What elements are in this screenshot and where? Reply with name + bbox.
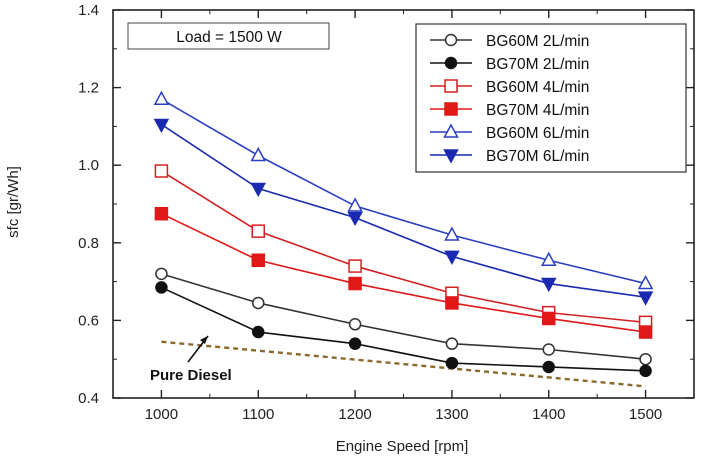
data-point bbox=[252, 325, 265, 339]
y-tick-label: 1.4 bbox=[78, 2, 99, 19]
y-tick-label: 0.8 bbox=[78, 235, 99, 252]
series-line bbox=[161, 273, 646, 360]
series-group bbox=[153, 90, 654, 378]
data-point bbox=[542, 360, 555, 374]
legend-item: BG70M 4L/min bbox=[430, 102, 589, 119]
legend-label: BG60M 4L/min bbox=[486, 79, 589, 96]
data-point bbox=[155, 267, 168, 281]
series-5 bbox=[153, 90, 654, 290]
data-point bbox=[637, 291, 654, 306]
data-point bbox=[154, 206, 169, 221]
x-axis-title: Engine Speed [rpm] bbox=[336, 438, 469, 455]
x-tick-label: 1300 bbox=[435, 406, 468, 423]
data-point bbox=[251, 224, 265, 238]
legend-label: BG70M 2L/min bbox=[486, 56, 589, 73]
data-point bbox=[444, 250, 460, 265]
legend-item: BG60M 4L/min bbox=[430, 79, 589, 96]
diesel-annotation: Pure Diesel bbox=[150, 335, 232, 384]
legend-item: BG60M 2L/min bbox=[430, 33, 589, 50]
legend-item: BG70M 6L/min bbox=[430, 148, 589, 165]
load-annotation: Load = 1500 W bbox=[127, 22, 330, 50]
x-tick-label: 1500 bbox=[629, 406, 662, 423]
x-tick-label: 1100 bbox=[242, 406, 274, 423]
data-point bbox=[445, 356, 459, 370]
y-tick-label: 1.0 bbox=[78, 157, 99, 174]
legend-label: BG70M 4L/min bbox=[486, 102, 589, 119]
data-point bbox=[542, 343, 555, 356]
legend-swatch-marker bbox=[444, 33, 458, 47]
x-tick-label: 1000 bbox=[145, 406, 178, 423]
data-point bbox=[250, 146, 267, 162]
data-point bbox=[153, 118, 170, 134]
y-tick-label: 0.4 bbox=[78, 390, 99, 407]
legend-item: BG70M 2L/min bbox=[430, 56, 589, 73]
y-tick-label: 0.6 bbox=[78, 312, 99, 329]
data-point bbox=[251, 253, 265, 268]
x-tick-label: 1200 bbox=[338, 406, 371, 423]
data-point bbox=[347, 211, 363, 227]
legend-swatch-marker bbox=[444, 102, 458, 116]
reference-line-group bbox=[161, 340, 646, 388]
legend-swatch-marker bbox=[443, 123, 459, 138]
legend-swatch-marker bbox=[444, 79, 458, 93]
data-point bbox=[348, 276, 362, 291]
series-line bbox=[161, 98, 646, 285]
diesel-annotation-arrowhead bbox=[200, 336, 208, 344]
data-point bbox=[252, 296, 265, 310]
legend-label: BG70M 6L/min bbox=[486, 148, 589, 165]
data-point bbox=[348, 259, 362, 273]
series-6 bbox=[153, 118, 654, 306]
data-point bbox=[639, 364, 652, 378]
legend-swatch-marker bbox=[444, 56, 458, 70]
load-annotation-box bbox=[127, 22, 330, 50]
data-point bbox=[445, 296, 459, 310]
series-2 bbox=[155, 281, 652, 378]
legend-box bbox=[415, 23, 687, 173]
data-point bbox=[155, 281, 168, 294]
data-point bbox=[445, 337, 459, 350]
series-4 bbox=[154, 206, 653, 339]
legend-swatch-marker bbox=[443, 149, 459, 164]
axes: 0.4 0.6 0.8 1.0 1.2 1.4 1000 1100 1200 1300 1400 15… bbox=[78, 2, 695, 423]
data-point bbox=[444, 226, 460, 241]
data-point bbox=[347, 197, 363, 212]
data-point bbox=[153, 90, 170, 105]
data-point bbox=[250, 182, 267, 198]
data-point bbox=[540, 277, 557, 293]
legend-item: BG60M 6L/min bbox=[430, 123, 589, 142]
series-line bbox=[160, 170, 646, 324]
y-tick-label: 1.2 bbox=[78, 80, 99, 97]
legend-label: BG60M 6L/min bbox=[486, 125, 589, 142]
data-point bbox=[638, 325, 653, 339]
data-point bbox=[637, 274, 654, 290]
y-axis-title: sfc [gr/Wh] bbox=[5, 166, 22, 238]
legend-label: BG60M 2L/min bbox=[486, 33, 589, 50]
data-point bbox=[542, 311, 556, 326]
series-line bbox=[161, 286, 646, 372]
legend: BG60M 2L/min BG70M 2L/min BG60M 4L/min BG70… bbox=[415, 23, 687, 173]
data-point bbox=[348, 337, 362, 350]
data-point bbox=[540, 251, 557, 267]
x-tick-label: 1400 bbox=[532, 406, 565, 423]
data-point bbox=[348, 318, 362, 331]
data-point bbox=[154, 164, 169, 178]
reference-line-pure-diesel bbox=[161, 340, 646, 388]
diesel-annotation-text: Pure Diesel bbox=[150, 367, 232, 384]
series-line bbox=[161, 212, 646, 333]
load-annotation-text: Load = 1500 W bbox=[176, 29, 282, 46]
data-point bbox=[639, 352, 652, 366]
series-1 bbox=[155, 267, 652, 366]
series-line bbox=[160, 123, 646, 298]
